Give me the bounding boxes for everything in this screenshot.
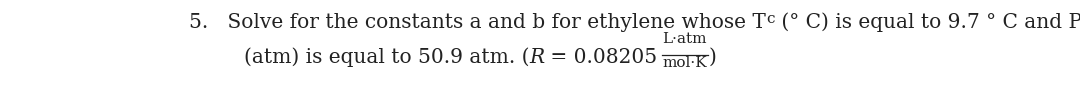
Text: ): ) — [708, 48, 716, 67]
Text: (° C) is equal to 9.7 ° C and P: (° C) is equal to 9.7 ° C and P — [774, 12, 1080, 32]
Text: (atm) is equal to 50.9 atm. (: (atm) is equal to 50.9 atm. ( — [244, 48, 529, 67]
Text: = 0.08205: = 0.08205 — [544, 48, 662, 67]
Text: c: c — [767, 12, 774, 26]
Text: L·atm: L·atm — [663, 32, 707, 46]
Text: mol·K: mol·K — [662, 56, 707, 70]
Text: R: R — [529, 48, 544, 67]
Text: 5.   Solve for the constants a and b for ethylene whose T: 5. Solve for the constants a and b for e… — [189, 13, 767, 32]
